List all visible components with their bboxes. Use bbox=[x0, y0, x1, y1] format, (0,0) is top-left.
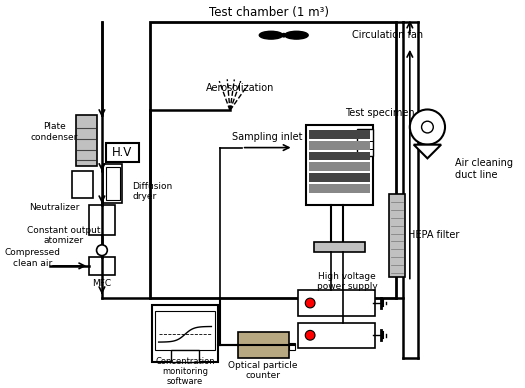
Bar bbox=[171, 350, 198, 362]
Bar bbox=[76, 115, 97, 166]
Circle shape bbox=[305, 298, 315, 308]
Text: Air cleaning
duct line: Air cleaning duct line bbox=[455, 158, 513, 180]
Bar bbox=[89, 257, 114, 275]
Bar bbox=[309, 184, 370, 192]
Circle shape bbox=[422, 121, 433, 133]
Bar bbox=[306, 125, 373, 205]
Bar bbox=[289, 343, 296, 350]
Text: Compressed
clean air: Compressed clean air bbox=[5, 248, 60, 268]
Bar bbox=[155, 311, 215, 350]
Text: High voltage
power supply: High voltage power supply bbox=[317, 272, 377, 291]
Bar bbox=[314, 242, 365, 252]
Bar bbox=[390, 194, 405, 277]
Bar bbox=[309, 141, 370, 149]
Text: Concentration
monitoring
software: Concentration monitoring software bbox=[155, 357, 215, 386]
Bar bbox=[150, 21, 396, 298]
Circle shape bbox=[281, 33, 286, 38]
Text: HEPA filter: HEPA filter bbox=[408, 230, 459, 240]
Text: Aerosolization: Aerosolization bbox=[206, 83, 274, 93]
Bar bbox=[106, 167, 120, 200]
Bar bbox=[357, 129, 373, 156]
Text: Test chamber (1 m³): Test chamber (1 m³) bbox=[209, 6, 329, 19]
Circle shape bbox=[97, 245, 107, 256]
Ellipse shape bbox=[259, 31, 283, 39]
Bar bbox=[298, 290, 375, 316]
Text: Plate
condenser: Plate condenser bbox=[30, 122, 78, 142]
Ellipse shape bbox=[285, 31, 308, 39]
Bar bbox=[152, 305, 218, 362]
Polygon shape bbox=[414, 145, 441, 158]
Text: Optical particle
counter: Optical particle counter bbox=[228, 361, 298, 380]
Text: Neutralizer: Neutralizer bbox=[29, 203, 79, 212]
Bar bbox=[309, 162, 370, 171]
Text: Diffusion
dryer: Diffusion dryer bbox=[132, 182, 173, 201]
Bar bbox=[298, 322, 375, 348]
Text: MFC: MFC bbox=[92, 279, 111, 288]
Text: H.V: H.V bbox=[112, 146, 133, 159]
Text: Sampling inlet: Sampling inlet bbox=[232, 132, 302, 142]
Bar bbox=[238, 333, 289, 358]
Text: Test specimen: Test specimen bbox=[345, 108, 415, 118]
Bar bbox=[106, 143, 139, 162]
Circle shape bbox=[305, 331, 315, 340]
Circle shape bbox=[410, 109, 445, 145]
Bar bbox=[309, 130, 370, 139]
Bar bbox=[71, 171, 93, 198]
Bar bbox=[309, 173, 370, 182]
Bar bbox=[309, 151, 370, 160]
Bar bbox=[103, 164, 122, 203]
Text: Circulation fan: Circulation fan bbox=[352, 30, 423, 40]
Text: Constant output
atomizer: Constant output atomizer bbox=[27, 226, 101, 245]
Bar bbox=[89, 205, 114, 235]
